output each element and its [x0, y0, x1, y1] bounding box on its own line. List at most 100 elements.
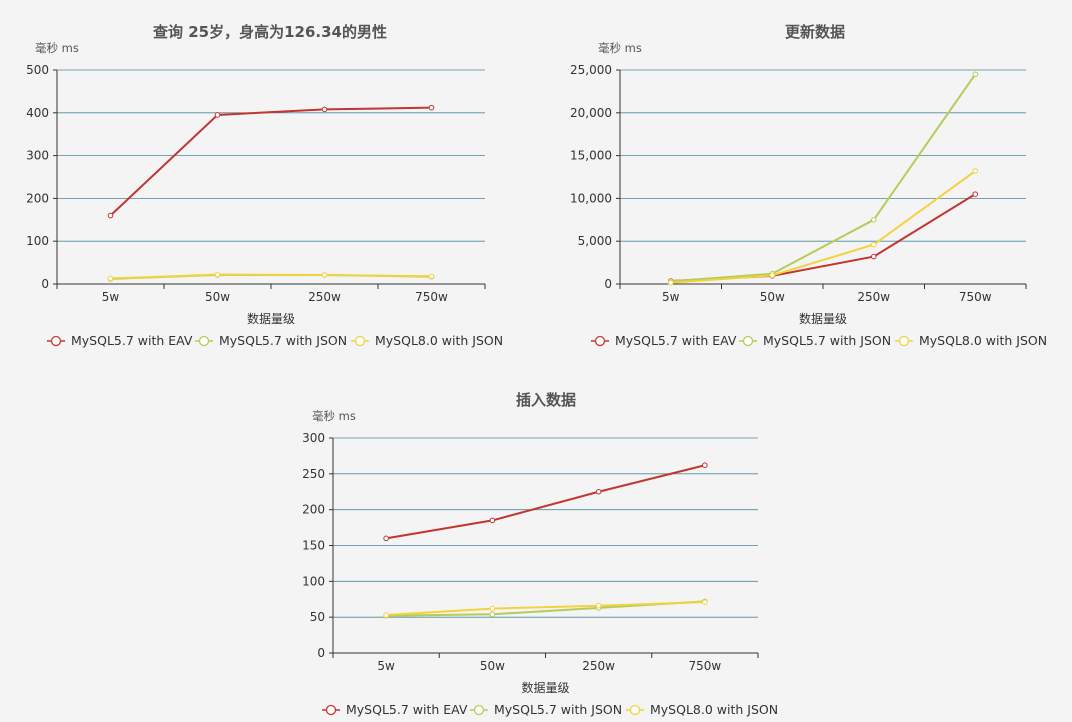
x-tick-label: 50w	[205, 290, 230, 304]
legend-label: MySQL5.7 with JSON	[219, 333, 347, 348]
legend-marker	[198, 335, 210, 347]
legend-label: MySQL5.7 with EAV	[615, 333, 737, 348]
x-tick-label: 750w	[959, 290, 992, 304]
data-point	[972, 71, 979, 78]
legend-label: MySQL8.0 with JSON	[650, 702, 778, 717]
series-line-1	[109, 106, 432, 217]
y-tick-label: 500	[26, 63, 49, 77]
legend-marker	[50, 335, 62, 347]
legend-label: MySQL8.0 with JSON	[375, 333, 503, 348]
legend-label: MySQL5.7 with JSON	[494, 702, 622, 717]
x-tick-label: 250w	[857, 290, 890, 304]
data-point	[870, 217, 877, 223]
data-point	[214, 271, 221, 278]
legend-marker	[594, 335, 606, 347]
series-line-1	[385, 464, 706, 540]
y-tick-label: 100	[302, 574, 325, 588]
data-point	[870, 241, 877, 248]
y-tick-label: 10,000	[570, 191, 612, 205]
legend-marker	[742, 335, 754, 347]
data-point	[428, 273, 435, 280]
legend-marker	[473, 704, 485, 716]
legend-item: MySQL5.7 with JSON	[739, 333, 891, 348]
y-tick-label: 250	[302, 467, 325, 481]
x-tick-label: 50w	[480, 659, 505, 673]
legend-label: MySQL5.7 with JSON	[763, 333, 891, 348]
series-line-1	[670, 193, 976, 283]
legend-item: MySQL5.7 with JSON	[195, 333, 347, 348]
x-tick-label: 50w	[760, 290, 785, 304]
legend-label: MySQL5.7 with EAV	[346, 702, 468, 717]
legend-item: MySQL8.0 with JSON	[626, 702, 778, 717]
data-point	[595, 602, 602, 609]
data-point	[972, 168, 979, 174]
legend-label: MySQL5.7 with EAV	[71, 333, 193, 348]
y-tick-label: 50	[310, 610, 325, 624]
legend-marker	[354, 335, 366, 347]
data-point	[667, 279, 674, 286]
data-point	[107, 212, 114, 219]
x-axis-label: 数据量级	[799, 311, 847, 326]
data-point	[489, 517, 496, 524]
y-tick-label: 25,000	[570, 63, 612, 77]
y-tick-label: 200	[26, 191, 49, 205]
x-tick-label: 250w	[582, 659, 615, 673]
y-tick-label: 5,000	[578, 234, 612, 248]
data-point	[383, 535, 389, 542]
x-tick-label: 5w	[662, 290, 680, 304]
x-tick-label: 5w	[102, 290, 120, 304]
legend-marker	[629, 704, 641, 716]
data-point	[428, 104, 435, 111]
data-point	[489, 611, 496, 618]
x-tick-label: 750w	[415, 290, 448, 304]
data-point	[321, 106, 328, 113]
chart-title: 更新数据	[785, 23, 845, 41]
y-tick-label: 300	[26, 149, 49, 163]
series-line-3	[386, 601, 705, 617]
x-axis-label: 数据量级	[247, 311, 295, 326]
series-line-3	[670, 170, 976, 284]
legend-marker	[325, 704, 337, 716]
y-axis-label: 毫秒 ms	[598, 41, 642, 55]
y-tick-label: 0	[317, 646, 325, 660]
data-point	[214, 112, 221, 118]
y-tick-label: 100	[26, 234, 49, 248]
chart-title: 插入数据	[516, 391, 576, 409]
data-point	[595, 488, 602, 495]
y-tick-label: 300	[302, 431, 325, 445]
legend-item: MySQL8.0 with JSON	[351, 333, 503, 348]
data-point	[107, 275, 114, 282]
series-line-3	[110, 273, 432, 280]
legend-item: MySQL5.7 with EAV	[322, 702, 468, 717]
data-point	[769, 272, 776, 279]
y-tick-label: 20,000	[570, 106, 612, 120]
data-point	[702, 462, 708, 469]
y-axis-label: 毫秒 ms	[312, 409, 356, 423]
y-tick-label: 0	[604, 277, 612, 291]
chart-title: 查询 25岁，身高为126.34的男性	[153, 23, 387, 41]
x-axis-label: 数据量级	[521, 680, 569, 695]
data-point	[870, 253, 877, 260]
y-axis-label: 毫秒 ms	[35, 41, 79, 55]
legend-item: MySQL5.7 with JSON	[470, 702, 622, 717]
legend-marker	[898, 335, 910, 347]
data-point	[489, 605, 496, 612]
legend-item: MySQL5.7 with EAV	[591, 333, 737, 348]
data-point	[702, 599, 708, 605]
x-tick-label: 750w	[689, 659, 722, 673]
series-line-2	[670, 73, 977, 283]
data-point	[972, 191, 979, 197]
x-tick-label: 5w	[377, 659, 395, 673]
data-point	[321, 272, 328, 278]
legend-item: MySQL8.0 with JSON	[895, 333, 1047, 348]
data-point	[383, 612, 389, 618]
x-tick-label: 250w	[308, 290, 341, 304]
y-tick-label: 150	[302, 539, 325, 553]
legend-item: MySQL5.7 with EAV	[47, 333, 193, 348]
y-tick-label: 200	[302, 503, 325, 517]
